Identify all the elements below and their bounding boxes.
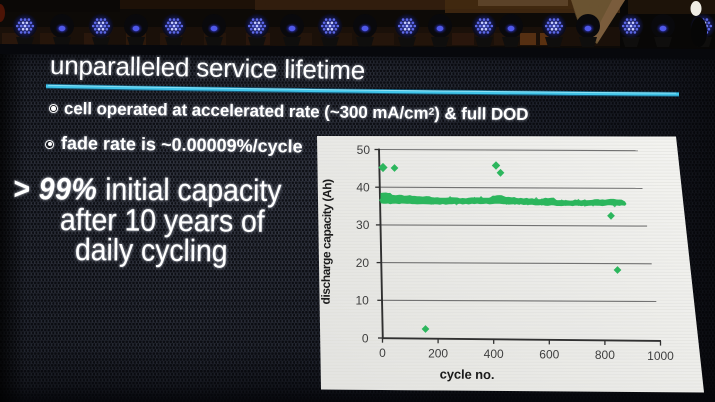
svg-text:0: 0	[362, 331, 369, 345]
svg-text:400: 400	[484, 347, 504, 361]
svg-text:20: 20	[356, 256, 370, 270]
svg-text:30: 30	[356, 218, 370, 232]
svg-text:200: 200	[428, 347, 448, 361]
svg-text:cycle no.: cycle no.	[440, 367, 495, 383]
svg-text:discharge capacity (Ah): discharge capacity (Ah)	[319, 179, 335, 305]
svg-text:0: 0	[379, 346, 386, 360]
svg-text:600: 600	[539, 348, 559, 362]
svg-text:1000: 1000	[647, 349, 674, 363]
svg-text:800: 800	[595, 348, 615, 362]
svg-text:40: 40	[356, 181, 370, 195]
svg-text:50: 50	[357, 143, 371, 157]
svg-text:10: 10	[355, 294, 369, 308]
